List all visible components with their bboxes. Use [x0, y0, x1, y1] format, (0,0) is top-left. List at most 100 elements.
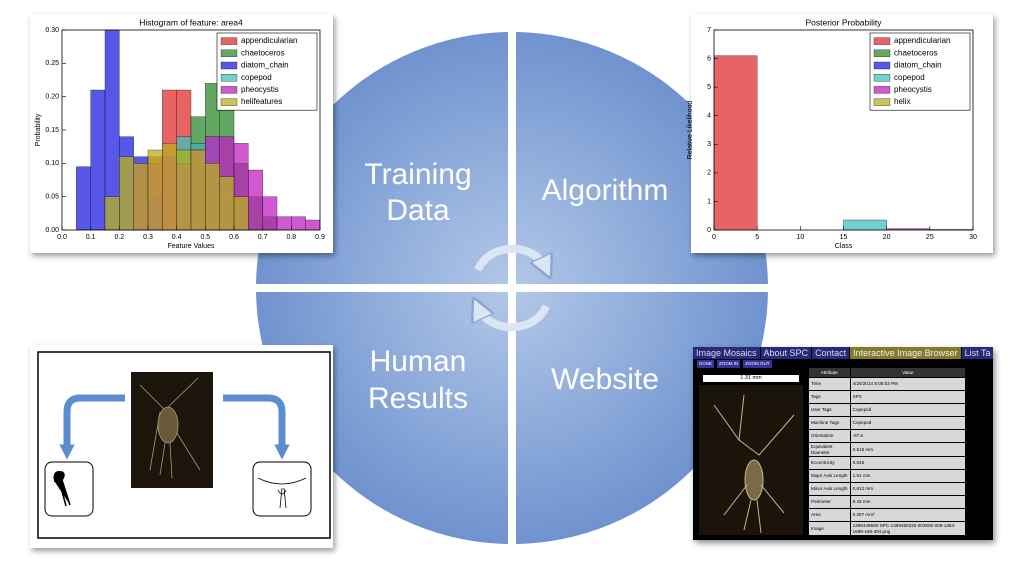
- y-tick-label: 4: [707, 113, 711, 120]
- legend-swatch: [220, 61, 238, 70]
- bar: [90, 89, 106, 231]
- specimen-drawing: [139, 377, 201, 479]
- bar: [104, 196, 120, 231]
- legend-label: appendicularian: [894, 36, 951, 45]
- x-tick-label: 0.4: [172, 234, 182, 241]
- legend-box: [216, 32, 318, 111]
- bar: [119, 156, 134, 231]
- table-row: Minor Axis Length 0.612 mm: [809, 483, 965, 495]
- y-axis-label: Relative Likelihood: [687, 101, 694, 160]
- x-tick-label: 20: [883, 234, 891, 241]
- arrow: [59, 394, 125, 460]
- legend-label: pheocystis: [894, 85, 932, 94]
- attribute-cell: Orientation: [809, 430, 850, 442]
- x-axis-label: Feature Values: [168, 243, 215, 250]
- x-tick-label: 0.0: [57, 234, 67, 241]
- x-tick-label: 0.5: [200, 234, 210, 241]
- cycle-arrow: [474, 244, 546, 270]
- bar: [205, 163, 220, 231]
- legend-label: diatom_chain: [894, 61, 942, 70]
- table-row: Equivalent Diameter 0.615 mm: [809, 443, 965, 456]
- legend-label: helifeatures: [241, 97, 282, 106]
- x-tick-label: 0.7: [258, 234, 268, 241]
- chart: 0.00 0.05 0.10 0.15 0.20 0.25 0.30 0.0 0.1 0.2 0.3…: [35, 17, 325, 250]
- x-tick-label: 0: [712, 234, 716, 241]
- x-tick-label: 0.9: [315, 234, 325, 241]
- button[interactable]: ZOOM IN: [717, 360, 741, 368]
- button[interactable]: ZOOM OUT: [743, 360, 772, 368]
- attribute-cell: Image: [809, 522, 850, 535]
- toolbar: DONE ZOOM IN ZOOM OUT: [693, 359, 993, 368]
- x-tick-label: 0.8: [286, 234, 296, 241]
- y-tick-label: 2: [707, 170, 711, 177]
- quadrant-label: Results: [368, 382, 468, 415]
- quadrant-label: Algorithm: [542, 174, 669, 207]
- legend-swatch: [873, 86, 891, 94]
- specimen-drawing: [713, 394, 795, 534]
- bar: [843, 219, 887, 231]
- legend-label: appendicularian: [241, 36, 298, 45]
- attribute-cell: Minor Axis Length: [809, 483, 850, 495]
- bar: [291, 216, 306, 231]
- x-tick-label: 25: [926, 234, 934, 241]
- table-row: Image 1398449682-SPC-1398450333-003600-00…: [809, 522, 965, 535]
- specimen-photo: [699, 385, 803, 535]
- y-tick-label: 0: [707, 227, 711, 234]
- legend-swatch: [220, 37, 238, 45]
- table-row: Orientation -87.6: [809, 430, 965, 442]
- nav-bar: Image Mosaics About SPC Contact Interactive…: [693, 347, 993, 359]
- attribute-cell: Area: [809, 509, 850, 521]
- x-tick-label: 0.2: [114, 234, 124, 241]
- legend-swatch: [873, 98, 891, 106]
- y-tick-label: 0.05: [45, 194, 59, 201]
- bar: [133, 163, 149, 231]
- attribute-table: Attribute Value Time 4/25/2014 9:08:53 PM Ta…: [808, 367, 966, 536]
- nav-item[interactable]: Contact: [812, 347, 851, 359]
- legend-label: pheocystis: [241, 85, 279, 94]
- table-row: Machine Tags Copepod: [809, 417, 965, 429]
- bar: [233, 196, 249, 231]
- nav-item[interactable]: Interactive Image Browser: [850, 347, 962, 359]
- legend-box: [869, 32, 971, 111]
- bar: [713, 55, 758, 231]
- x-tick-label: 0.3: [143, 234, 153, 241]
- chart-title: Histogram of feature: area4: [139, 17, 243, 27]
- y-tick-label: 5: [707, 84, 711, 91]
- table-row: Time 4/25/2014 9:08:53 PM: [809, 378, 965, 390]
- button[interactable]: DONE: [697, 360, 715, 368]
- website-screenshot: Image Mosaics About SPC Contact Interactive…: [693, 347, 993, 540]
- bar: [262, 196, 278, 231]
- bar: [248, 169, 263, 231]
- arrow: [223, 394, 290, 460]
- nav-item[interactable]: List Ta: [961, 347, 993, 359]
- table-row: User Tags Copepod: [809, 404, 965, 416]
- attribute-cell: Time: [809, 378, 850, 390]
- value-cell: 4/25/2014 9:08:53 PM: [850, 378, 965, 390]
- value-cell: 1398449682-SPC-1398450333-003600-009-136…: [850, 522, 965, 535]
- bar: [276, 216, 292, 231]
- bar: [147, 149, 163, 231]
- nav-item[interactable]: About SPC: [760, 347, 813, 359]
- table-row: Tags SPC: [809, 391, 965, 403]
- human-panel: [30, 345, 333, 548]
- y-axis-label: Probability: [35, 113, 42, 146]
- bar: [162, 143, 177, 231]
- x-tick-label: 0.1: [86, 234, 96, 241]
- nav-item[interactable]: Image Mosaics: [693, 347, 761, 359]
- attribute-cell: Major Axis Length: [809, 470, 850, 482]
- cycle-arrow: [478, 306, 550, 332]
- value-cell: 0.615 mm: [850, 443, 965, 456]
- table-header: Attribute Value: [809, 368, 965, 377]
- legend-swatch: [220, 86, 238, 94]
- legend-label: diatom_chain: [241, 61, 289, 70]
- legend-swatch: [220, 49, 238, 57]
- chart: 0 1 2 3 4 5 6 7 0 5 10 15 20 25 30 Posterior Probabilit…: [687, 17, 977, 250]
- quadrant-label: Human: [370, 345, 467, 378]
- x-axis-label: Class: [835, 243, 853, 250]
- photo-bg: [699, 385, 803, 535]
- quadrant-label: Data: [386, 194, 450, 227]
- bar: [305, 219, 321, 231]
- value-cell: 1.51 mm: [850, 470, 965, 482]
